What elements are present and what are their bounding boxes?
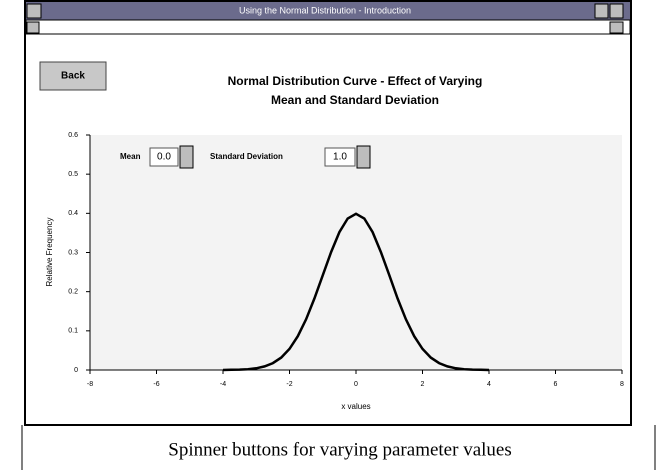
y-tick-label: 0.1	[68, 328, 78, 335]
menu-bar	[25, 19, 631, 35]
back-button-label: Back	[61, 71, 85, 82]
x-tick-label: 8	[620, 381, 624, 388]
maximize-button[interactable]	[609, 3, 624, 19]
y-tick-label: 0.6	[68, 132, 78, 139]
sd-input[interactable]	[324, 147, 356, 167]
x-tick-label: -6	[153, 381, 159, 388]
chart-title: Normal Distribution Curve - Effect of Va…	[228, 74, 483, 88]
sd-spinner[interactable]	[356, 145, 371, 169]
mean-input[interactable]	[149, 147, 179, 167]
x-tick-label: 4	[487, 381, 491, 388]
back-button[interactable]	[39, 61, 107, 91]
window-title: Using the Normal Distribution - Introduc…	[239, 5, 411, 15]
x-tick-label: -2	[286, 381, 292, 388]
doc-menu[interactable]	[26, 21, 40, 34]
x-tick-label: 0	[354, 381, 358, 388]
curve	[222, 212, 490, 372]
system-menu[interactable]	[26, 3, 42, 19]
x-axis-label: x values	[341, 402, 370, 411]
y-axis-label: Relative Frequency	[45, 218, 54, 287]
x-tick-label: -4	[220, 381, 226, 388]
title-bar	[26, 2, 630, 20]
y-tick-label: 0	[74, 367, 78, 374]
mean-label: Mean	[120, 152, 141, 161]
mean-value: 0.0	[157, 152, 171, 163]
y-tick-label: 0.3	[68, 249, 78, 256]
x-tick-label: -8	[87, 381, 93, 388]
restore-button[interactable]	[609, 21, 624, 34]
chart-title: Mean and Standard Deviation	[271, 93, 439, 107]
y-tick-label: 0.5	[68, 171, 78, 178]
x-tick-label: 6	[554, 381, 558, 388]
sd-value: 1.0	[333, 152, 347, 163]
caption: Spinner buttons for varying parameter va…	[168, 439, 511, 460]
plot-area	[90, 135, 622, 370]
y-tick-label: 0.2	[68, 289, 78, 296]
y-tick-label: 0.4	[68, 210, 78, 217]
x-tick-label: 2	[421, 381, 425, 388]
mean-spinner[interactable]	[179, 145, 194, 169]
sd-label: Standard Deviation	[210, 152, 283, 161]
minimize-button[interactable]	[594, 3, 609, 19]
